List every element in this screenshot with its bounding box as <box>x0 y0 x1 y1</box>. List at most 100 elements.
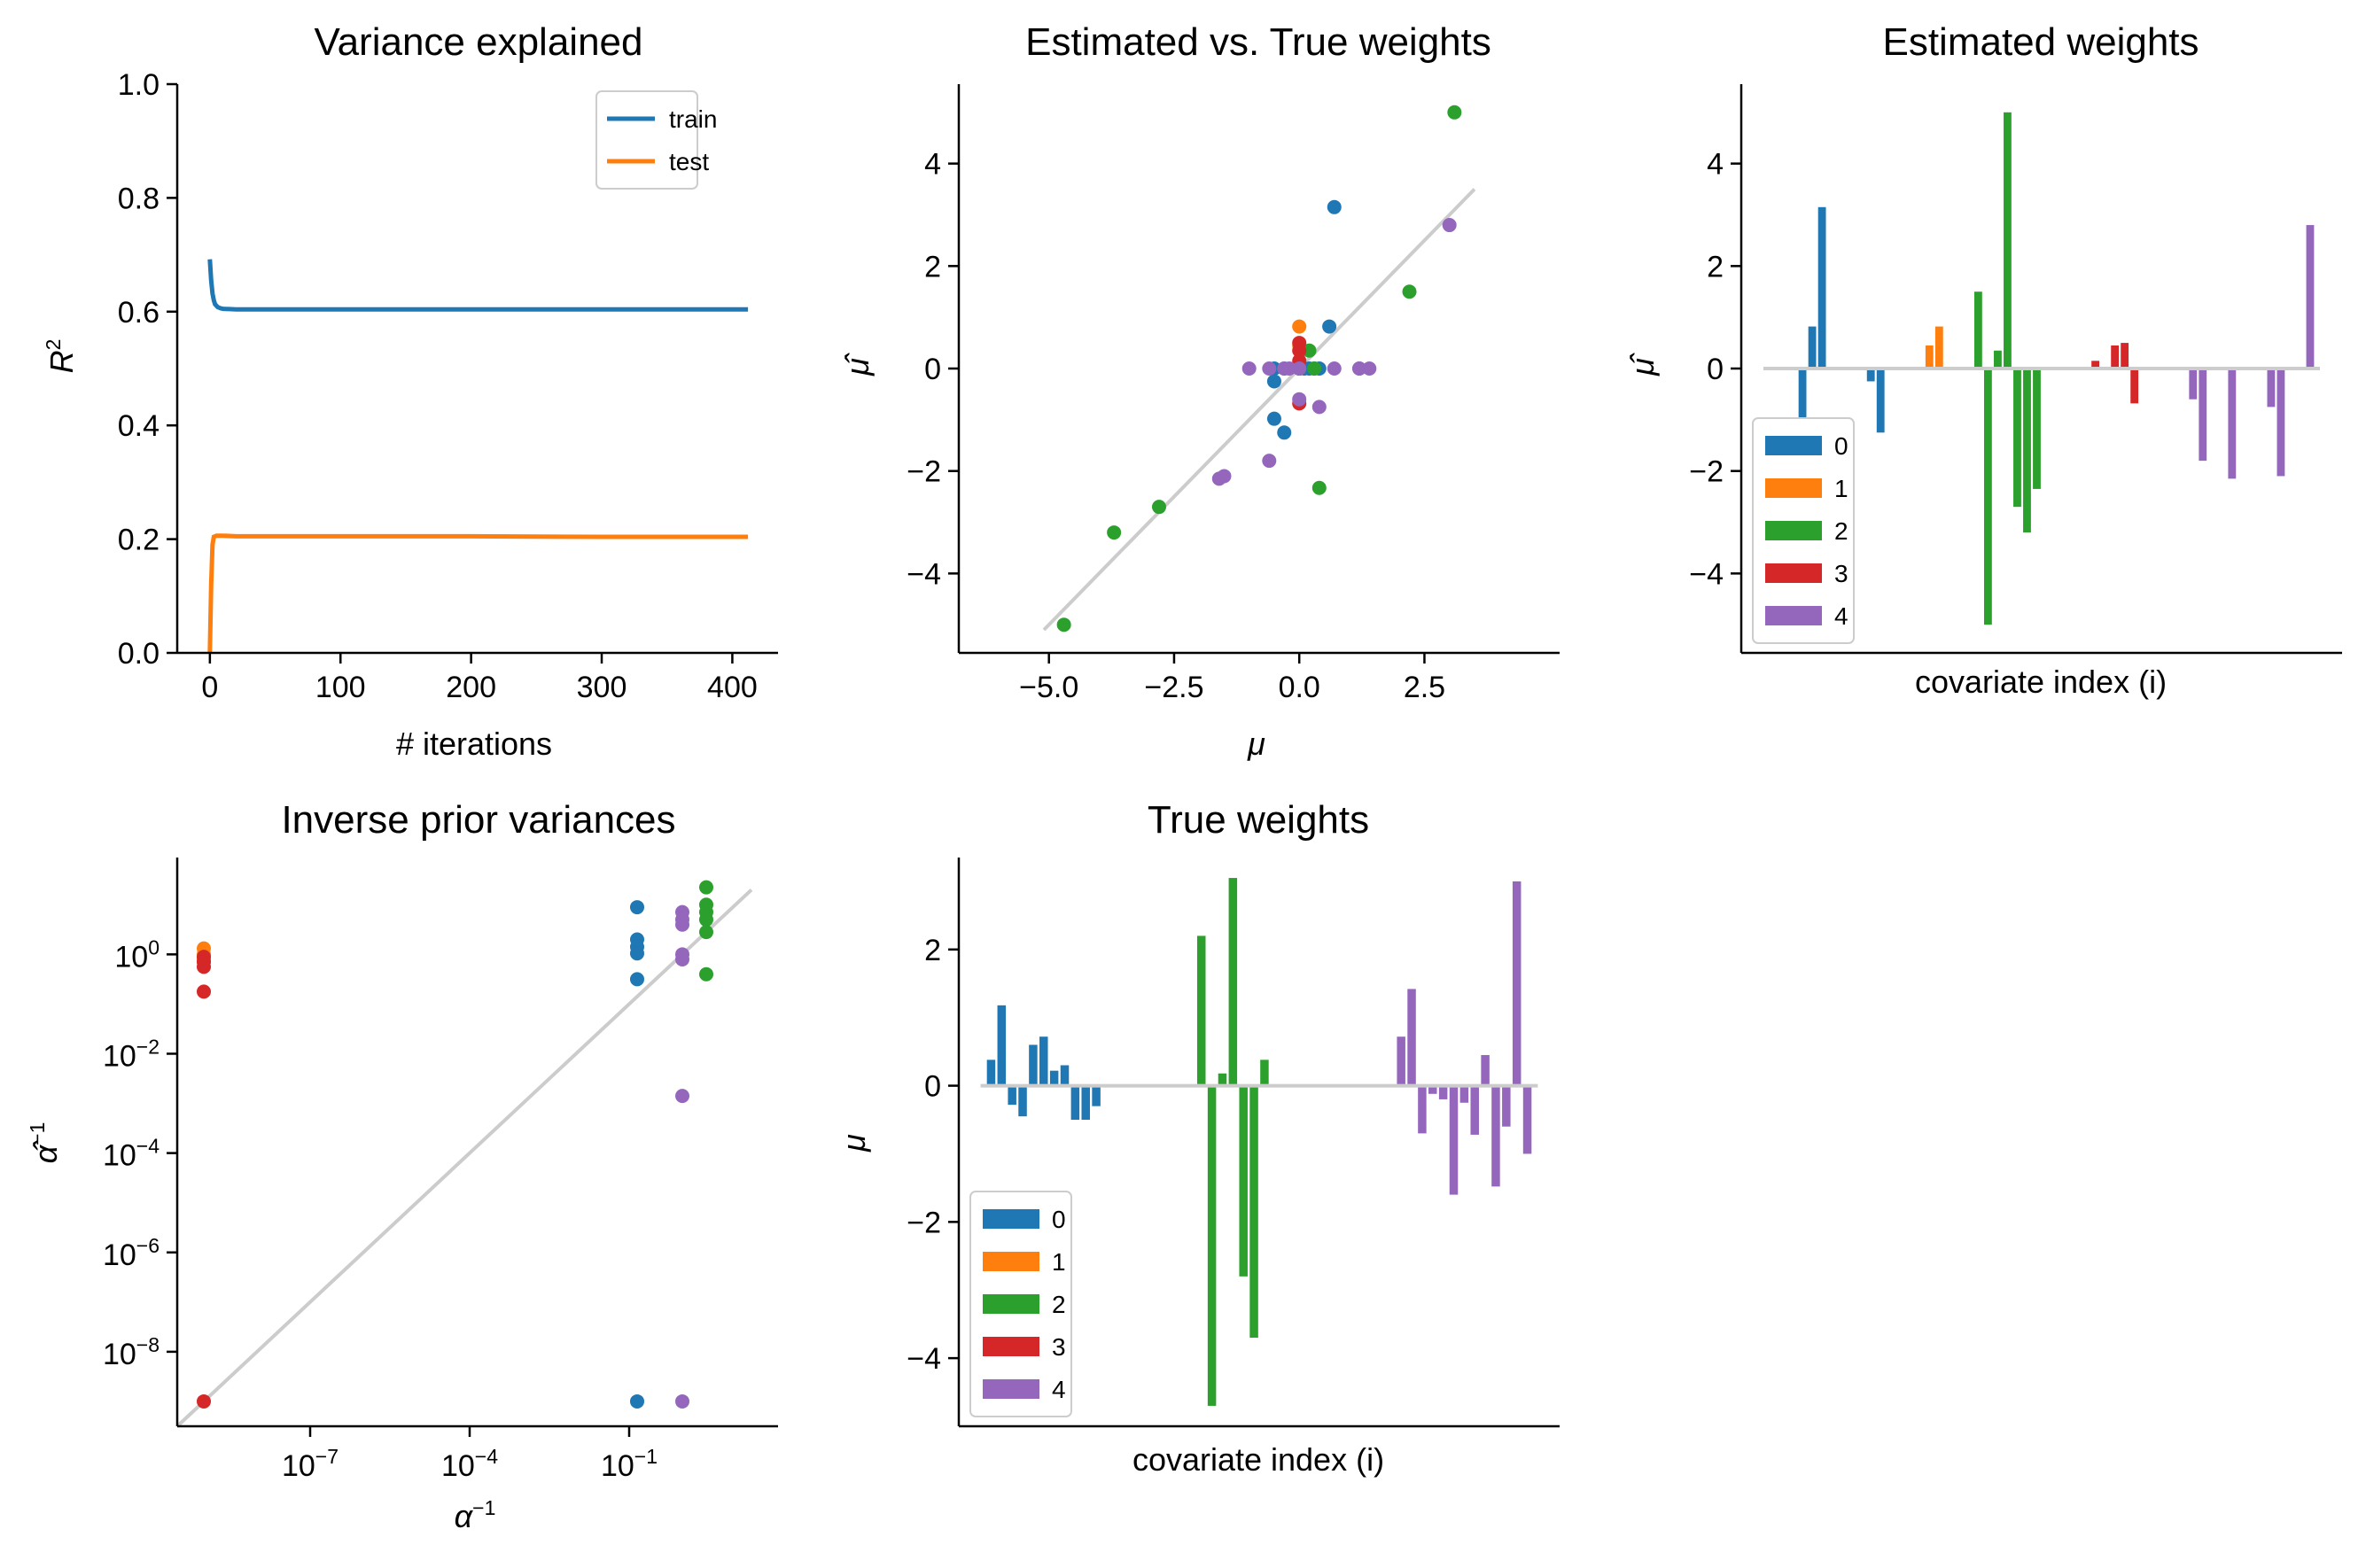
true-bar-group-2 <box>1196 935 1206 1086</box>
scatter-point-group-2 <box>1152 500 1166 515</box>
true-legend-swatch <box>983 1209 1039 1229</box>
true-bar-group-2 <box>1207 1085 1217 1406</box>
true-bar-group-0 <box>1008 1085 1016 1106</box>
scatter-point-group-4 <box>1241 361 1257 376</box>
true-xlabel: covariate index (i) <box>1132 1441 1384 1478</box>
estimated-bar-group-1 <box>1925 345 1934 369</box>
true-bar-group-4 <box>1470 1085 1479 1135</box>
variance-xtick-label: 0 <box>201 671 218 704</box>
true-bar-group-4 <box>1428 1085 1437 1094</box>
true-ytick-label: 0 <box>924 1070 941 1104</box>
variance-ytick-label: 0.0 <box>118 637 160 671</box>
estimated-bar-group-2 <box>1994 350 2002 369</box>
scatter-point-group-4 <box>1292 392 1307 407</box>
scatter-ytick-label: 0 <box>924 353 941 386</box>
true-bar-group-4 <box>1438 1085 1448 1099</box>
estimated-ytick-label: 2 <box>1707 250 1724 283</box>
inverse-ytick-label: 100 <box>114 935 160 974</box>
estimated-bar-group-3 <box>2130 369 2139 404</box>
estimated-legend-label: 2 <box>1834 517 1848 545</box>
inverse-point-group-4 <box>675 951 689 966</box>
scatter-point-group-2 <box>1307 361 1322 376</box>
inverse-point-group-0 <box>630 1393 644 1409</box>
true-bar-group-2 <box>1239 1085 1248 1277</box>
true-bar-group-2 <box>1218 1073 1227 1086</box>
true-bar-group-0 <box>1081 1085 1090 1121</box>
true-bar-group-4 <box>1418 1085 1427 1134</box>
scatter-point-group-4 <box>1311 400 1327 415</box>
estimated-ylabel: μ̂ <box>1624 353 1661 376</box>
scatter-point-group-2 <box>1302 343 1317 358</box>
estimated-bar-group-0 <box>1808 326 1817 369</box>
variance-xtick-label: 400 <box>707 671 758 704</box>
inverse-xtick-label: 10−4 <box>441 1445 498 1483</box>
true-bar-group-0 <box>1092 1085 1101 1106</box>
estimated-bar-group-3 <box>2091 361 2100 369</box>
variance-line-train <box>207 259 749 312</box>
true-bar-group-0 <box>997 1005 1007 1086</box>
estimated-legend-label: 3 <box>1834 560 1848 587</box>
variance-ylabel: R2 <box>42 339 80 374</box>
scatter-ylabel: μ̂ <box>839 353 876 376</box>
true-bar-group-0 <box>1060 1065 1070 1086</box>
variance-xtick-label: 200 <box>446 671 496 704</box>
true-bar-group-4 <box>1449 1085 1459 1195</box>
inverse-point-group-0 <box>630 946 644 961</box>
true-bar-group-2 <box>1260 1060 1269 1086</box>
inverse-point-group-0 <box>630 972 644 987</box>
variance-legend-label: test <box>669 148 709 175</box>
true-bar-group-0 <box>986 1060 996 1086</box>
scatter-point-group-0 <box>1322 319 1337 334</box>
inverse-ytick-label: 10−6 <box>103 1234 160 1272</box>
true-ytick-label: −4 <box>907 1342 941 1376</box>
variance-xtick-label: 100 <box>315 671 366 704</box>
true-bar-group-0 <box>1029 1044 1038 1086</box>
true-bar-group-4 <box>1459 1085 1469 1103</box>
scatter-point-group-2 <box>1107 525 1122 540</box>
estimated-legend-label: 1 <box>1834 475 1848 502</box>
variance-line-test <box>207 533 749 654</box>
estimated-ytick-label: −4 <box>1689 557 1724 591</box>
inverse-point-group-3 <box>197 959 211 974</box>
scatter-ytick-label: −2 <box>907 455 941 489</box>
scatter-point-group-4 <box>1327 361 1342 376</box>
inverse-point-group-3 <box>197 984 211 999</box>
panel-inverse: Inverse prior variances 10−8 10−6 10−4 10−2… <box>26 798 778 1534</box>
inverse-point-group-4 <box>675 1393 689 1409</box>
variance-ytick-label: 0.6 <box>118 296 160 330</box>
scatter-point-group-2 <box>1056 617 1071 633</box>
true-legend-label: 1 <box>1052 1248 1066 1276</box>
inverse-point-group-3 <box>197 1393 211 1409</box>
panel-scatter: Estimated vs. True weights −4 −2 0 2 4 −5.0 −2… <box>839 20 1560 762</box>
inverse-identity-line <box>175 888 753 1428</box>
inverse-point-group-2 <box>699 966 713 982</box>
true-legend-label: 0 <box>1052 1206 1066 1233</box>
true-legend-swatch <box>983 1294 1039 1314</box>
true-bar-group-4 <box>1512 881 1522 1086</box>
scatter-point-group-0 <box>1277 425 1292 440</box>
inverse-xtick-label: 10−7 <box>282 1445 339 1483</box>
variance-ytick-label: 0.8 <box>118 182 160 215</box>
true-title: True weights <box>1148 798 1369 842</box>
true-bar-group-2 <box>1228 878 1238 1086</box>
true-ylabel: μ <box>836 1134 872 1153</box>
estimated-xlabel: covariate index (i) <box>1915 664 2167 700</box>
estimated-bar-group-0 <box>1817 206 1826 369</box>
scatter-point-group-4 <box>1211 471 1226 486</box>
true-legend-swatch <box>983 1337 1039 1356</box>
true-bar-group-4 <box>1522 1085 1532 1154</box>
estimated-legend-swatch <box>1765 436 1822 455</box>
scatter-point-group-0 <box>1266 374 1281 389</box>
scatter-ytick-label: 2 <box>924 250 941 283</box>
variance-ytick-label: 0.4 <box>118 409 160 443</box>
inverse-point-group-0 <box>630 900 644 915</box>
scatter-point-group-4 <box>1292 361 1307 376</box>
variance-title: Variance explained <box>315 20 643 64</box>
scatter-xtick-label: −5.0 <box>1019 671 1078 704</box>
inverse-point-group-2 <box>699 925 713 940</box>
estimated-bar-group-4 <box>2189 369 2198 400</box>
estimated-bar-group-1 <box>1934 326 1943 369</box>
variance-ytick-label: 1.0 <box>118 68 160 102</box>
estimated-legend-swatch <box>1765 606 1822 625</box>
